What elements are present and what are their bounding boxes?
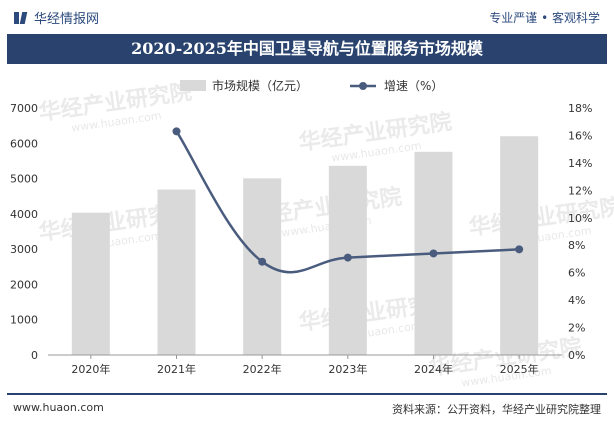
growth-line (175, 130, 520, 274)
footer-site: www.huaon.com (13, 401, 104, 414)
x-tick-label: 2020年 (71, 362, 110, 376)
y-right-tick-label: 2% (568, 322, 585, 335)
y-right-tick-label: 14% (568, 157, 592, 170)
x-tick-label: 2023年 (328, 362, 367, 376)
top-bar: 华经情报网 专业严谨 • 客观科学 (0, 0, 614, 36)
y-left-tick-label: 2000 (10, 278, 38, 291)
y-right-tick-label: 18% (568, 102, 592, 115)
footer-divider (7, 393, 607, 395)
x-tick-label: 2021年 (157, 362, 196, 376)
legend-line-label: 增速（%） (384, 79, 443, 93)
bar (157, 189, 196, 355)
y-left-tick-label: 1000 (10, 314, 38, 327)
footer-source: 资料来源：公开资料，华经产业研究院整理 (392, 403, 601, 416)
growth-point (343, 253, 352, 262)
y-left-tick-label: 4000 (10, 208, 38, 221)
axes: 0 1000 2000 3000 4000 5000 6000 7000 0% 2% 4% 6% 8% 1… (10, 102, 592, 376)
growth-point (429, 249, 438, 258)
y-right-tick-label: 0% (568, 349, 585, 362)
y-left-tick-label: 5000 (10, 173, 38, 186)
growth-point (258, 257, 267, 266)
y-right-tick-label: 6% (568, 267, 585, 280)
y-left-tick-label: 0 (31, 349, 38, 362)
legend-bar-label: 市场规模（亿元） (212, 78, 308, 93)
slogan: 专业严谨 • 客观科学 (489, 11, 600, 25)
brand-name: 华经情报网 (34, 12, 100, 27)
y-left-tick-label: 7000 (10, 102, 38, 115)
x-tick-label: 2024年 (414, 362, 453, 376)
bar (243, 178, 282, 355)
brand-logo-icon (14, 11, 28, 25)
chart-title: 2020-2025年中国卫星导航与位置服务市场规模 (131, 39, 483, 58)
y-right-tick-label: 10% (568, 212, 592, 225)
y-right-tick-label: 16% (568, 129, 592, 142)
growth-point (515, 245, 524, 254)
legend: 市场规模（亿元） 增速（%） (180, 78, 443, 93)
y-left-tick-label: 3000 (10, 243, 38, 256)
y-right-tick-label: 8% (568, 239, 585, 252)
y-left-tick-label: 6000 (10, 137, 38, 150)
x-tick-label: 2025年 (500, 362, 539, 376)
footer: www.huaon.com 资料来源：公开资料，华经产业研究院整理 (7, 393, 607, 419)
legend-bar-swatch (180, 80, 206, 91)
y-right-tick-label: 4% (568, 294, 585, 307)
title-bar: 2020-2025年中国卫星导航与位置服务市场规模 (7, 34, 607, 64)
brand: 华经情报网 (14, 8, 99, 27)
y-right-tick-label: 12% (568, 184, 592, 197)
legend-line-marker (359, 82, 367, 90)
growth-point (172, 127, 181, 136)
bar (71, 212, 110, 355)
line-series (172, 127, 524, 274)
x-tick-label: 2022年 (243, 362, 282, 376)
